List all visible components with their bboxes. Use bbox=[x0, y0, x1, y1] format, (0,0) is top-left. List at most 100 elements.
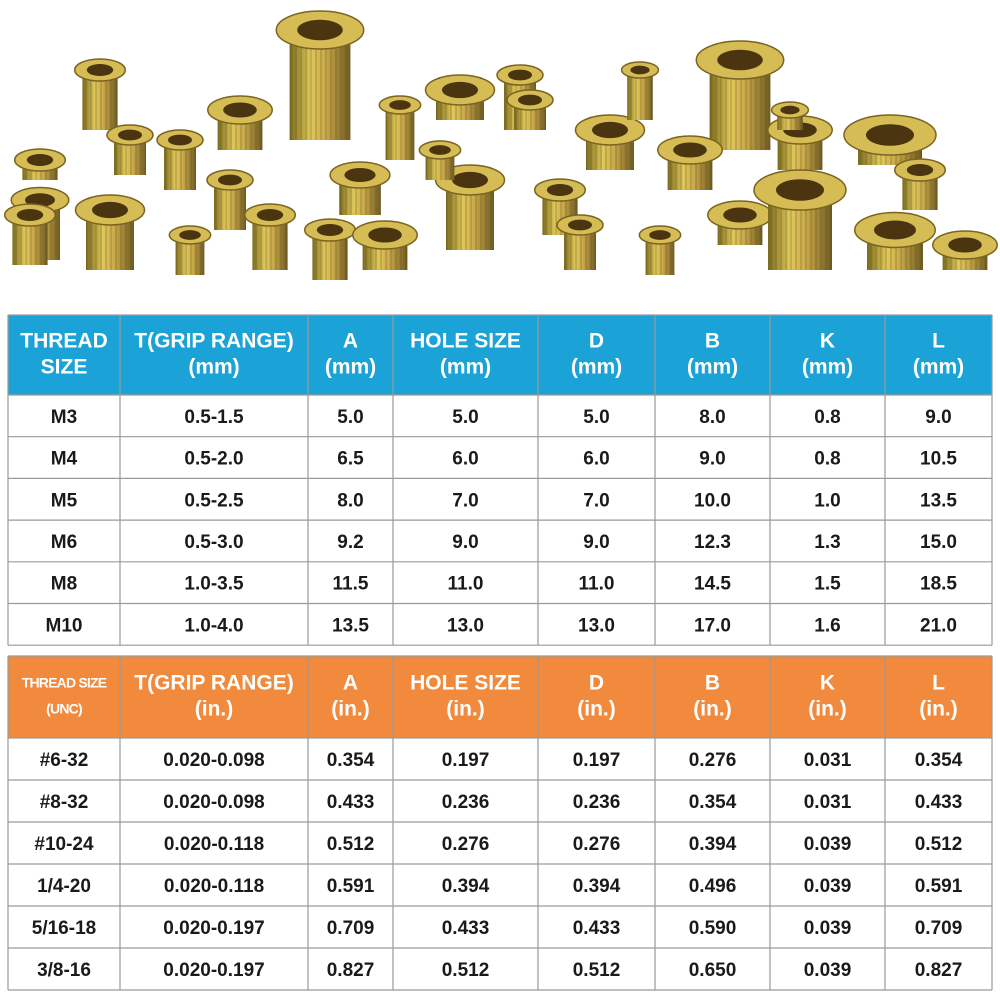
cell-text: 0.020-0.197 bbox=[163, 960, 264, 981]
cell-text: 0.650 bbox=[689, 960, 737, 981]
nut-hole bbox=[92, 201, 128, 219]
cell-text: 0.512 bbox=[442, 960, 490, 981]
cell-text: M10 bbox=[46, 615, 83, 636]
header-text: D bbox=[589, 330, 604, 353]
header-text: L bbox=[932, 672, 945, 695]
nut-hole bbox=[948, 237, 982, 253]
header-text: HOLE SIZE bbox=[410, 330, 521, 353]
cell-text: 0.512 bbox=[327, 834, 375, 855]
header-text: (mm) bbox=[802, 356, 853, 379]
cell-text: 9.0 bbox=[925, 407, 951, 428]
cell-text: 1.6 bbox=[814, 615, 840, 636]
header-text: THREAD SIZE bbox=[22, 675, 107, 691]
header-text: K bbox=[820, 672, 835, 695]
cell-text: 0.709 bbox=[915, 918, 963, 939]
header-text: (in.) bbox=[808, 698, 846, 721]
cell-text: #6-32 bbox=[40, 750, 89, 771]
cell-text: 0.5-1.5 bbox=[184, 407, 244, 428]
cell-text: 0.433 bbox=[915, 792, 963, 813]
header-text: (mm) bbox=[687, 356, 738, 379]
cell-text: 1.5 bbox=[814, 574, 841, 595]
cell-text: 6.5 bbox=[337, 449, 364, 470]
cell-text: 13.5 bbox=[332, 615, 369, 636]
header-text: T(GRIP RANGE) bbox=[134, 672, 293, 695]
nut-hole bbox=[874, 220, 916, 240]
cell-text: 0.433 bbox=[327, 792, 375, 813]
cell-text: 0.512 bbox=[915, 834, 963, 855]
cell-text: 0.236 bbox=[573, 792, 621, 813]
cell-text: 1.0-4.0 bbox=[184, 615, 243, 636]
cell-text: 0.020-0.098 bbox=[163, 792, 264, 813]
nut-hole bbox=[218, 174, 242, 186]
cell-text: 0.020-0.098 bbox=[163, 750, 264, 771]
nut-hole bbox=[518, 94, 542, 106]
table-header-bg bbox=[8, 315, 992, 395]
cell-text: 13.0 bbox=[578, 615, 615, 636]
nut-hole bbox=[508, 69, 532, 81]
cell-text: 0.354 bbox=[915, 750, 963, 771]
cell-text: 0.197 bbox=[442, 750, 490, 771]
cell-text: 0.020-0.118 bbox=[164, 834, 264, 855]
cell-text: 17.0 bbox=[694, 615, 731, 636]
header-text: (mm) bbox=[188, 356, 239, 379]
nut-hole bbox=[179, 230, 201, 240]
header-text: A bbox=[343, 672, 358, 695]
cell-text: 5.0 bbox=[452, 407, 478, 428]
header-text: HOLE SIZE bbox=[410, 672, 521, 695]
cell-text: 0.5-3.0 bbox=[184, 532, 243, 553]
cell-text: 9.2 bbox=[337, 532, 363, 553]
cell-text: #10-24 bbox=[34, 834, 94, 855]
cell-text: 13.0 bbox=[447, 615, 484, 636]
header-text: (UNC) bbox=[46, 701, 82, 717]
nut-hole bbox=[866, 124, 914, 146]
nut-hole bbox=[673, 142, 707, 158]
header-text: (in.) bbox=[693, 698, 731, 721]
nut-hole bbox=[776, 179, 824, 201]
header-text: (mm) bbox=[325, 356, 376, 379]
cell-text: 0.276 bbox=[573, 834, 621, 855]
cell-text: 9.0 bbox=[452, 532, 478, 553]
cell-text: 0.197 bbox=[573, 750, 621, 771]
nut-hole bbox=[223, 102, 257, 118]
cell-text: 0.020-0.197 bbox=[163, 918, 264, 939]
cell-text: 0.394 bbox=[573, 876, 621, 897]
header-text: (in.) bbox=[331, 698, 369, 721]
cell-text: 0.039 bbox=[804, 918, 852, 939]
cell-text: 8.0 bbox=[699, 407, 725, 428]
cell-text: 6.0 bbox=[452, 449, 478, 470]
cell-text: 0.039 bbox=[804, 876, 852, 897]
cell-text: M5 bbox=[51, 490, 78, 511]
cell-text: 0.394 bbox=[442, 876, 490, 897]
cell-text: 7.0 bbox=[452, 490, 478, 511]
cell-text: M4 bbox=[51, 449, 78, 470]
nut-hole bbox=[316, 224, 344, 236]
cell-text: 5.0 bbox=[337, 407, 363, 428]
cell-text: 0.591 bbox=[327, 876, 375, 897]
cell-text: 0.433 bbox=[573, 918, 621, 939]
cell-text: 0.827 bbox=[327, 960, 375, 981]
nut-hole bbox=[26, 154, 54, 166]
header-text: SIZE bbox=[41, 356, 88, 379]
cell-text: 0.433 bbox=[442, 918, 490, 939]
header-text: B bbox=[705, 672, 720, 695]
spec-tables: THREAD SIZE T(GRIP RANGE) (mm) A (mm) HOLE SIZ… bbox=[7, 314, 993, 991]
nut-hole bbox=[86, 64, 114, 76]
cell-text: 0.8 bbox=[814, 449, 840, 470]
cell-text: 0.039 bbox=[804, 960, 852, 981]
cell-text: 11.0 bbox=[448, 574, 484, 595]
header-text: L bbox=[932, 330, 945, 353]
nut-hole bbox=[906, 164, 934, 176]
header-text: D bbox=[589, 672, 604, 695]
cell-text: 3/8-16 bbox=[37, 960, 91, 981]
cell-text: 0.512 bbox=[573, 960, 621, 981]
cell-text: 1.0 bbox=[814, 490, 840, 511]
header-text: (mm) bbox=[913, 356, 964, 379]
cell-text: 0.394 bbox=[689, 834, 737, 855]
cell-text: 10.5 bbox=[920, 449, 957, 470]
cell-text: 0.276 bbox=[689, 750, 737, 771]
nut-hole bbox=[118, 129, 142, 141]
header-text: T(GRIP RANGE) bbox=[134, 330, 293, 353]
nut-hole bbox=[168, 134, 192, 146]
cell-text: 0.031 bbox=[804, 792, 852, 813]
